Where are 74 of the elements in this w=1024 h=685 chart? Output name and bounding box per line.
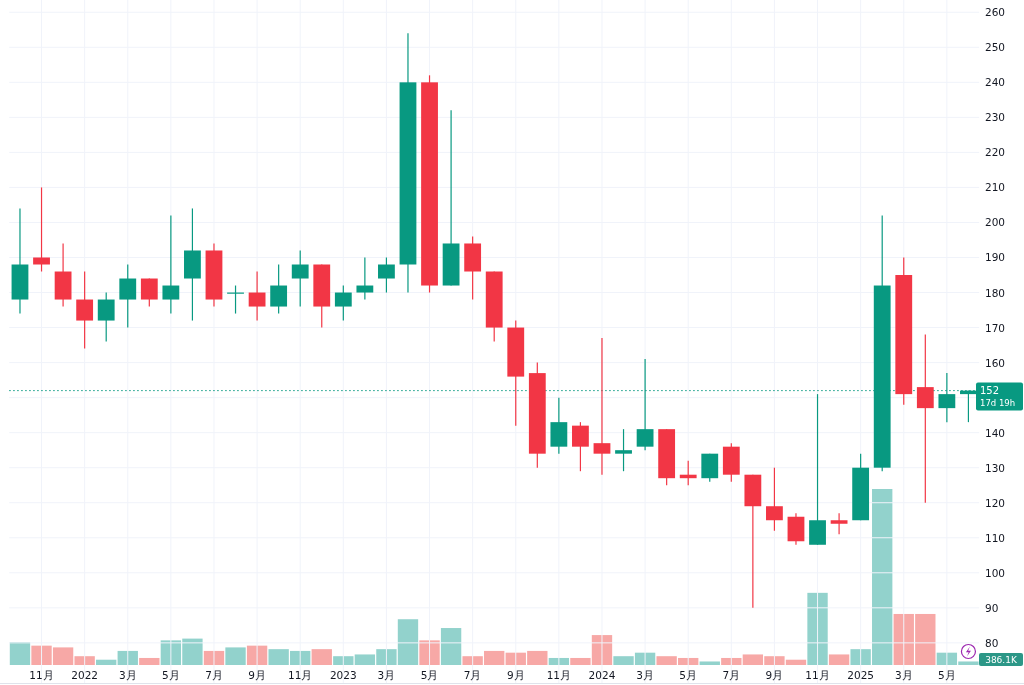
candlestick	[356, 256, 374, 301]
x-tick-label: 11月	[288, 669, 313, 681]
y-tick-label: 160	[985, 356, 1006, 369]
x-tick-label: 5月	[162, 669, 180, 681]
candlestick	[291, 249, 309, 308]
x-tick-label: 2025	[847, 669, 875, 681]
x-tick-label: 2023	[329, 669, 357, 681]
candlestick	[593, 337, 611, 476]
y-tick-label: 230	[985, 111, 1006, 124]
x-tick-label: 5月	[938, 669, 956, 681]
y-tick-label: 260	[985, 6, 1006, 19]
candlestick	[33, 186, 50, 273]
bar	[9, 642, 31, 665]
bar	[96, 659, 117, 665]
bar	[139, 657, 160, 665]
y-tick-label: 170	[985, 321, 1006, 334]
candlestick	[97, 291, 115, 343]
y-tick-label: 120	[985, 496, 1006, 509]
candlestick	[766, 467, 783, 532]
x-tick-label: 11月	[29, 669, 54, 681]
bar	[117, 650, 138, 665]
x-tick-label: 9月	[765, 669, 784, 681]
bar	[699, 661, 720, 665]
bar	[828, 654, 850, 665]
x-tick-label: 9月	[506, 669, 525, 681]
candlestick	[162, 214, 180, 315]
candlestick	[140, 277, 158, 308]
x-tick-label: 2022	[71, 669, 99, 681]
y-tick-label: 130	[985, 461, 1006, 474]
ref-line-label: 152	[980, 385, 1000, 397]
y-tick-label: 180	[985, 286, 1006, 299]
x-tick-label: 5月	[679, 669, 698, 681]
x-tick-label: 3月	[377, 669, 396, 681]
y-tick-label: 110	[985, 531, 1006, 544]
candlestick	[119, 263, 137, 329]
y-tick-label: 100	[985, 566, 1006, 579]
x-tick-label: 11月	[546, 669, 572, 681]
x-tick-label: 3月	[894, 669, 913, 681]
bar	[807, 592, 828, 665]
y-tick-label: 220	[985, 146, 1006, 159]
y-tick-label: 200	[985, 216, 1006, 229]
candlestick	[378, 256, 395, 294]
bar	[225, 647, 246, 665]
x-tick-label: 7月	[205, 669, 223, 681]
candlestick	[270, 263, 288, 315]
candlestick	[248, 270, 266, 322]
candlestick	[830, 512, 848, 535]
x-tick-label: 11月	[805, 669, 830, 681]
candlestick	[615, 428, 632, 472]
x-tick-label: 2024	[588, 669, 616, 681]
candlestick	[916, 333, 934, 504]
candlestick	[76, 270, 94, 350]
candlestick	[572, 421, 589, 472]
x-tick-label: 3月	[118, 669, 137, 681]
bar	[440, 628, 462, 665]
text: 17d 19h	[980, 397, 1016, 408]
x-tick-label: 3月	[636, 669, 654, 681]
y-tick-label: 250	[985, 41, 1006, 54]
x-tick-label: 7月	[463, 669, 482, 681]
candlestick	[334, 284, 352, 322]
x-tick-label: 5月	[420, 669, 439, 681]
y-tick-label: 190	[985, 251, 1006, 264]
y-tick-label: 90	[985, 601, 999, 614]
text: 386.1K	[985, 654, 1018, 665]
x-tick-label: 7月	[722, 669, 741, 681]
bar	[311, 649, 332, 665]
bar	[721, 657, 742, 665]
y-tick-label: 80	[985, 636, 999, 649]
x-tick-label: 9月	[248, 669, 266, 681]
bar	[419, 640, 440, 665]
y-tick-label: 140	[985, 426, 1006, 439]
y-tick-label: 210	[985, 181, 1006, 194]
y-tick-label: 240	[985, 76, 1006, 89]
bar	[333, 656, 354, 665]
